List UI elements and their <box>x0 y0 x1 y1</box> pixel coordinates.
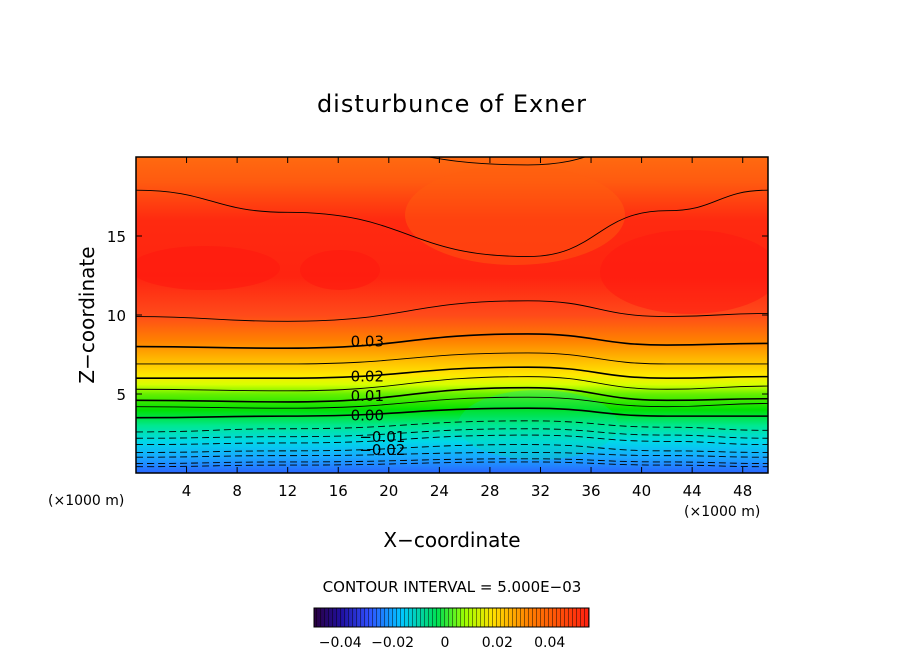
contour-label: −0.01 <box>359 428 405 446</box>
x-tick-label: 32 <box>531 482 550 500</box>
contour-label: 0.00 <box>351 407 384 425</box>
max-blob-left <box>136 246 280 290</box>
contour-interval-label: CONTOUR INTERVAL = 5.000E−03 <box>323 578 582 596</box>
contour-label: 0.02 <box>351 368 384 386</box>
contour-line <box>136 434 768 446</box>
y-tick-label: 15 <box>107 228 126 246</box>
chart-title: disturbunce of Exner <box>317 90 587 118</box>
max-blob-mid <box>300 250 380 290</box>
colorbar: −0.04 −0.02 0 0.02 0.04 <box>313 607 590 651</box>
contour-line <box>136 386 768 403</box>
bump-top <box>405 165 625 265</box>
field-patches <box>136 165 768 460</box>
x-tick-label: 36 <box>581 482 600 500</box>
x-tick-label: 44 <box>683 482 702 500</box>
contour-line <box>136 452 768 458</box>
x-axis-label: X−coordinate <box>383 528 520 552</box>
colorbar-tick-label: −0.02 <box>371 635 414 651</box>
x-tick-label: 40 <box>632 482 651 500</box>
colorbar-frame <box>313 607 590 628</box>
colorbar-tick-label: −0.04 <box>319 635 362 651</box>
x-tick-label: 16 <box>329 482 348 500</box>
x-tick-label: 8 <box>232 482 242 500</box>
x-tick-label: 12 <box>278 482 297 500</box>
contour-line <box>136 420 768 433</box>
contour-label: 0.03 <box>351 332 384 350</box>
colorbar-tick-label: 0 <box>440 635 449 651</box>
x-axis-unit-left: (×1000 m) <box>48 493 124 509</box>
x-tick-label: 20 <box>379 482 398 500</box>
contour-label: 0.01 <box>351 387 384 405</box>
colorbar-tick-label: 0.04 <box>534 635 565 651</box>
bump-low <box>458 390 618 460</box>
contour-line <box>426 157 587 166</box>
y-tick-label: 5 <box>116 386 126 404</box>
contour-line <box>136 376 768 392</box>
colorbar-tick-label: 0.02 <box>482 635 513 651</box>
plot-field <box>136 157 768 473</box>
contour-line <box>136 407 768 419</box>
contour-line <box>136 300 768 322</box>
y-axis-label: Z−coordinate <box>75 246 99 383</box>
contour-line <box>136 458 768 464</box>
contour-line <box>136 428 768 439</box>
contour-line <box>136 366 768 380</box>
plot-area: 0.03 0.020.01 0.00 −0.01−0.02 <box>136 157 768 473</box>
max-blob-right <box>600 230 768 314</box>
contour-line <box>136 352 768 365</box>
contour-line <box>136 189 768 257</box>
x-tick-label: 4 <box>182 482 192 500</box>
contour-line <box>136 444 768 453</box>
x-axis: 4 8 12 16 20 24 28 32 36 40 44 48 <box>182 157 752 500</box>
colorbar-stripes <box>314 608 589 627</box>
contour-line <box>136 396 768 409</box>
x-tick-label: 24 <box>430 482 449 500</box>
x-axis-unit-right: (×1000 m) <box>684 504 760 520</box>
y-axis: 5 10 15 <box>107 228 768 404</box>
y-tick-label: 10 <box>107 307 126 325</box>
contour-line <box>136 333 768 349</box>
contour-label: −0.02 <box>359 441 405 459</box>
contour-lines: 0.03 0.020.01 0.00 −0.01−0.02 <box>136 157 768 468</box>
colorbar-ticks: −0.04 −0.02 0 0.02 0.04 <box>319 635 566 651</box>
contour-line <box>136 461 768 468</box>
x-tick-label: 28 <box>480 482 499 500</box>
x-tick-label: 48 <box>733 482 752 500</box>
